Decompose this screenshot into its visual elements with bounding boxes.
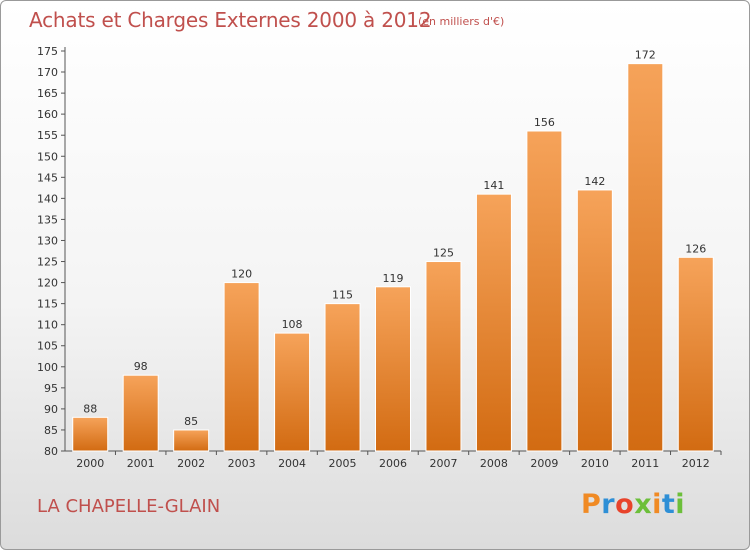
- y-tick-label: 100: [37, 361, 58, 374]
- bar[interactable]: [425, 261, 462, 452]
- bar[interactable]: [475, 193, 512, 452]
- y-tick-label: 155: [37, 129, 58, 142]
- x-tick-label: 2004: [278, 457, 306, 470]
- y-tick-label: 150: [37, 150, 58, 163]
- logo-letter: x: [634, 489, 653, 520]
- bar[interactable]: [576, 189, 613, 452]
- bar-value-label: 141: [483, 179, 504, 192]
- y-tick-label: 120: [37, 277, 58, 290]
- x-tick-label: 2003: [228, 457, 256, 470]
- bar-value-label: 108: [282, 318, 303, 331]
- x-tick-label: 2005: [329, 457, 357, 470]
- y-axis: 80 85 90 95 100 105 110 115 120 125 130 135 140 145 15…: [37, 45, 66, 458]
- y-tick-label: 165: [37, 87, 58, 100]
- x-tick-label: 2000: [76, 457, 104, 470]
- x-axis: 2000 2001 2002 2003 2004 2005 2006 2007 2008 2009…: [65, 450, 722, 470]
- x-tick-label: 2007: [429, 457, 457, 470]
- logo-letter: o: [615, 489, 635, 520]
- bar-value-label: 126: [685, 242, 706, 255]
- x-tick-label: 2009: [530, 457, 558, 470]
- bar[interactable]: [375, 286, 411, 452]
- y-tick-label: 175: [37, 45, 58, 58]
- bars: [72, 63, 714, 452]
- y-tick-label: 115: [37, 298, 58, 311]
- x-tick-label: 2006: [379, 457, 407, 470]
- x-tick-label: 2001: [127, 457, 155, 470]
- bar-value-label: 88: [83, 402, 97, 415]
- bar[interactable]: [72, 416, 109, 452]
- bar-value-label: 156: [534, 116, 555, 129]
- logo-letter: r: [601, 489, 616, 520]
- y-tick-label: 140: [37, 192, 58, 205]
- y-tick-label: 145: [37, 171, 58, 184]
- x-tick-label: 2010: [581, 457, 609, 470]
- x-tick-label: 2008: [480, 457, 508, 470]
- bar[interactable]: [324, 303, 361, 452]
- y-tick-label: 110: [37, 319, 58, 332]
- x-tick-label: 2011: [631, 457, 659, 470]
- commune-name: LA CHAPELLE-GLAIN: [37, 496, 221, 517]
- proxiti-logo[interactable]: Proxiti: [581, 489, 685, 520]
- bar[interactable]: [627, 63, 664, 452]
- bar-value-label: 172: [635, 49, 656, 62]
- y-tick-label: 80: [44, 445, 58, 458]
- bar-value-label: 120: [231, 268, 252, 281]
- logo-letter: P: [581, 489, 602, 520]
- data-labels: 88 98 85 120 108 115 119 125 141 156 142 172 126: [83, 49, 706, 428]
- bar-value-label: 119: [383, 272, 404, 285]
- y-tick-label: 90: [44, 403, 58, 416]
- bar[interactable]: [274, 332, 311, 452]
- bar[interactable]: [223, 282, 260, 452]
- y-tick-label: 125: [37, 256, 58, 269]
- bar-value-label: 115: [332, 289, 353, 302]
- bar-value-label: 125: [433, 247, 454, 260]
- y-tick-label: 160: [37, 108, 58, 121]
- x-tick-label: 2012: [682, 457, 710, 470]
- y-tick-label: 130: [37, 234, 58, 247]
- x-tick-label: 2002: [177, 457, 205, 470]
- logo-letter: t: [661, 489, 676, 520]
- chart-title: Achats et Charges Externes 2000 à 2012: [29, 8, 432, 32]
- y-tick-label: 170: [37, 66, 58, 79]
- chart-subtitle: (en milliers d'€): [418, 15, 505, 28]
- y-tick-label: 85: [44, 424, 58, 437]
- bar-value-label: 85: [184, 415, 198, 428]
- logo-letter: i: [652, 489, 662, 520]
- bar[interactable]: [677, 256, 714, 452]
- bar-value-label: 142: [584, 175, 605, 188]
- y-tick-label: 105: [37, 340, 58, 353]
- logo-letter: i: [675, 489, 686, 520]
- bar-value-label: 98: [134, 360, 148, 373]
- bar[interactable]: [122, 374, 159, 452]
- bar[interactable]: [173, 429, 210, 452]
- y-tick-label: 95: [44, 382, 58, 395]
- y-tick-label: 135: [37, 213, 58, 226]
- bar[interactable]: [526, 130, 563, 452]
